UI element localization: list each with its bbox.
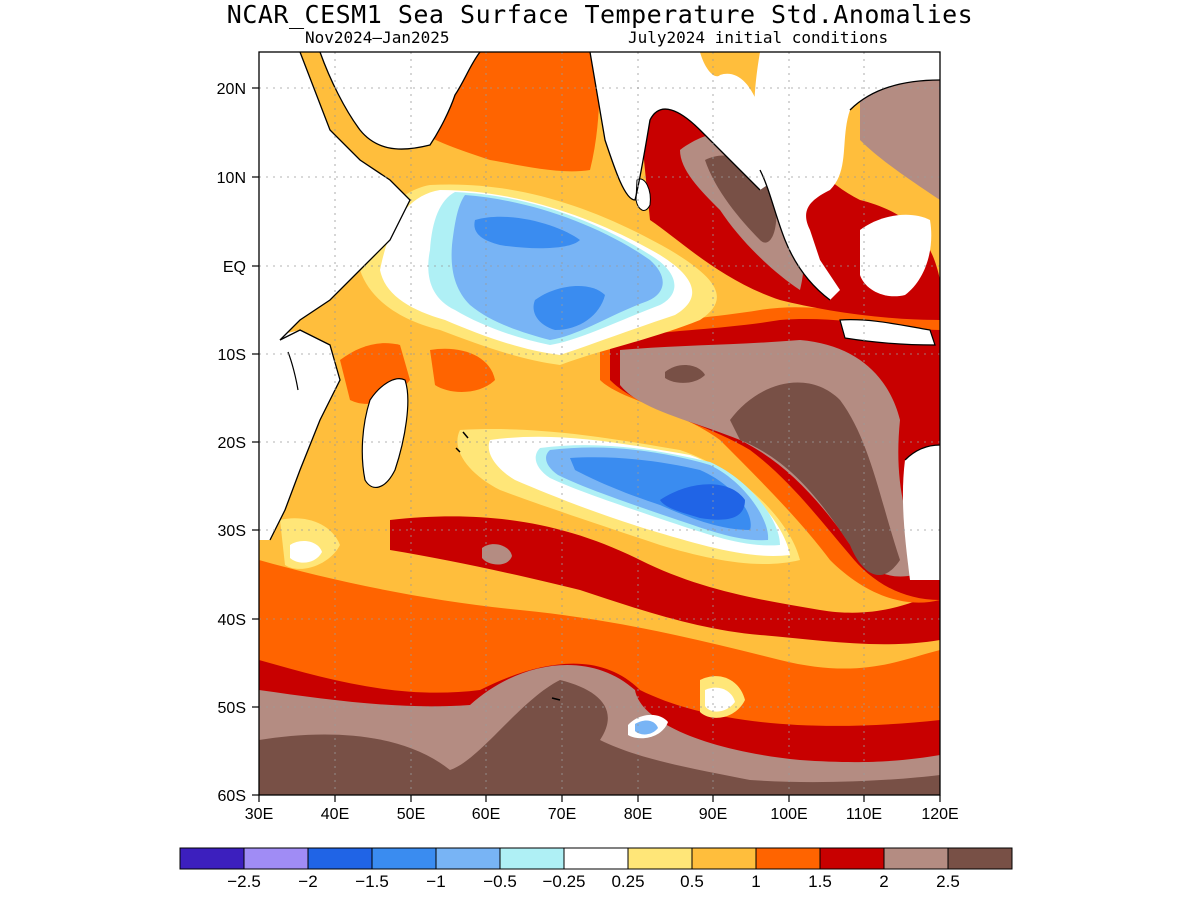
colorbar [179,847,1013,870]
colorbar-label: −0.5 [483,872,517,891]
y-tick-label: 30S [218,523,246,540]
core-blue-eq-north [474,216,580,249]
colorbar-label: −1.5 [355,872,389,891]
map-frame [258,51,941,796]
colorbar-swatch [179,847,245,870]
colorbar-label: −2.5 [227,872,261,891]
y-tick-label: EQ [223,259,246,276]
y-tick-label: 20N [217,81,246,98]
colorbar-swatch [563,847,629,870]
x-tick-label: 30E [245,806,273,823]
x-tick-label: 90E [699,806,727,823]
region-brown-east [730,382,900,576]
core-darkblue-25s [660,484,745,520]
land-sri-lanka [635,178,651,211]
x-tick-label: 60E [472,806,500,823]
colorbar-swatch [819,847,885,870]
x-tick-label: 50E [397,806,425,823]
coastline-africa-north [279,52,411,341]
coastline-africa-south [269,329,341,541]
colorbar-swatch [627,847,693,870]
land-india-bangladesh [590,52,790,200]
colorbar-swatch [499,847,565,870]
small-islands [455,431,561,701]
y-tick-label: 40S [218,612,246,629]
patch-white-50s [705,687,735,712]
coastline-australia [904,444,940,461]
colorbar-swatch [691,847,757,870]
x-tick-label: 120E [921,806,958,823]
patch-brown-10s [665,364,705,383]
y-axis-labels: 20N 10N EQ 10S 20S 30S 40S 50S 60S [217,81,246,805]
colorbar-label: −1 [426,872,446,891]
land-africa-horn [259,52,410,340]
colorbar-label: 1 [751,872,761,891]
colorbar-swatch [371,847,437,870]
y-tick-label: 10S [218,347,246,364]
colorbar-swatch [243,847,309,870]
initial-conditions: July2024 initial conditions [628,28,889,47]
land-borneo [860,214,932,297]
colorbar-label: 2.5 [936,872,960,891]
patch-blue-52s [635,720,658,735]
y-tick-label: 10N [217,170,246,187]
colorbar-label: 2 [879,872,889,891]
chart-title: NCAR_CESM1 Sea Surface Temperature Std.A… [226,0,974,29]
band-red-30s [390,516,940,645]
y-tick-label: 60S [218,788,246,805]
region-tan-scs [860,60,940,200]
forecast-period: Nov2024—Jan2025 [305,28,450,47]
colorbar-swatch [883,847,949,870]
colorbar-swatch [307,847,373,870]
colorbar-label: 0.25 [611,872,645,891]
anomaly-field [259,52,940,795]
colorbar-swatch [947,847,1013,870]
x-axis-labels: 30E 40E 50E 60E 70E 80E 90E 100E 110E 12… [245,806,959,823]
patch-white-30s [290,540,322,563]
colorbar-swatch [435,847,501,870]
coastline-java [839,319,936,346]
gridlines [259,52,940,795]
land-arabia [259,52,480,150]
land-africa-east [259,330,340,540]
x-tick-label: 80E [624,806,652,823]
colorbar-swatch [755,847,821,870]
colorbar-label: −2 [298,872,318,891]
colorbar-label: 1.5 [808,872,832,891]
patch-tan-30s [482,544,512,565]
land-indochina [754,52,940,300]
axis-ticks [252,87,941,802]
coastline-malay [759,169,831,301]
band-brown-south [259,680,940,795]
x-tick-label: 110E [846,806,882,823]
x-tick-label: 40E [321,806,349,823]
patch-orange-madagascar-north [430,348,495,392]
land-madagascar [361,378,409,488]
region-orange-arabian [420,52,600,172]
coastline-lake [287,351,299,391]
y-tick-label: 20S [218,435,246,452]
x-tick-label: 70E [548,806,576,823]
y-tick-label: 50S [218,700,246,717]
coastline-vietnam [849,79,940,111]
core-blue-eq-south [533,285,605,330]
coastline-india [589,52,761,201]
coastline-arabia [319,52,481,150]
colorbar-label: −0.25 [542,872,586,891]
colorbar-label: 0.5 [680,872,704,891]
land-australia [902,445,940,580]
x-tick-label: 100E [770,806,807,823]
